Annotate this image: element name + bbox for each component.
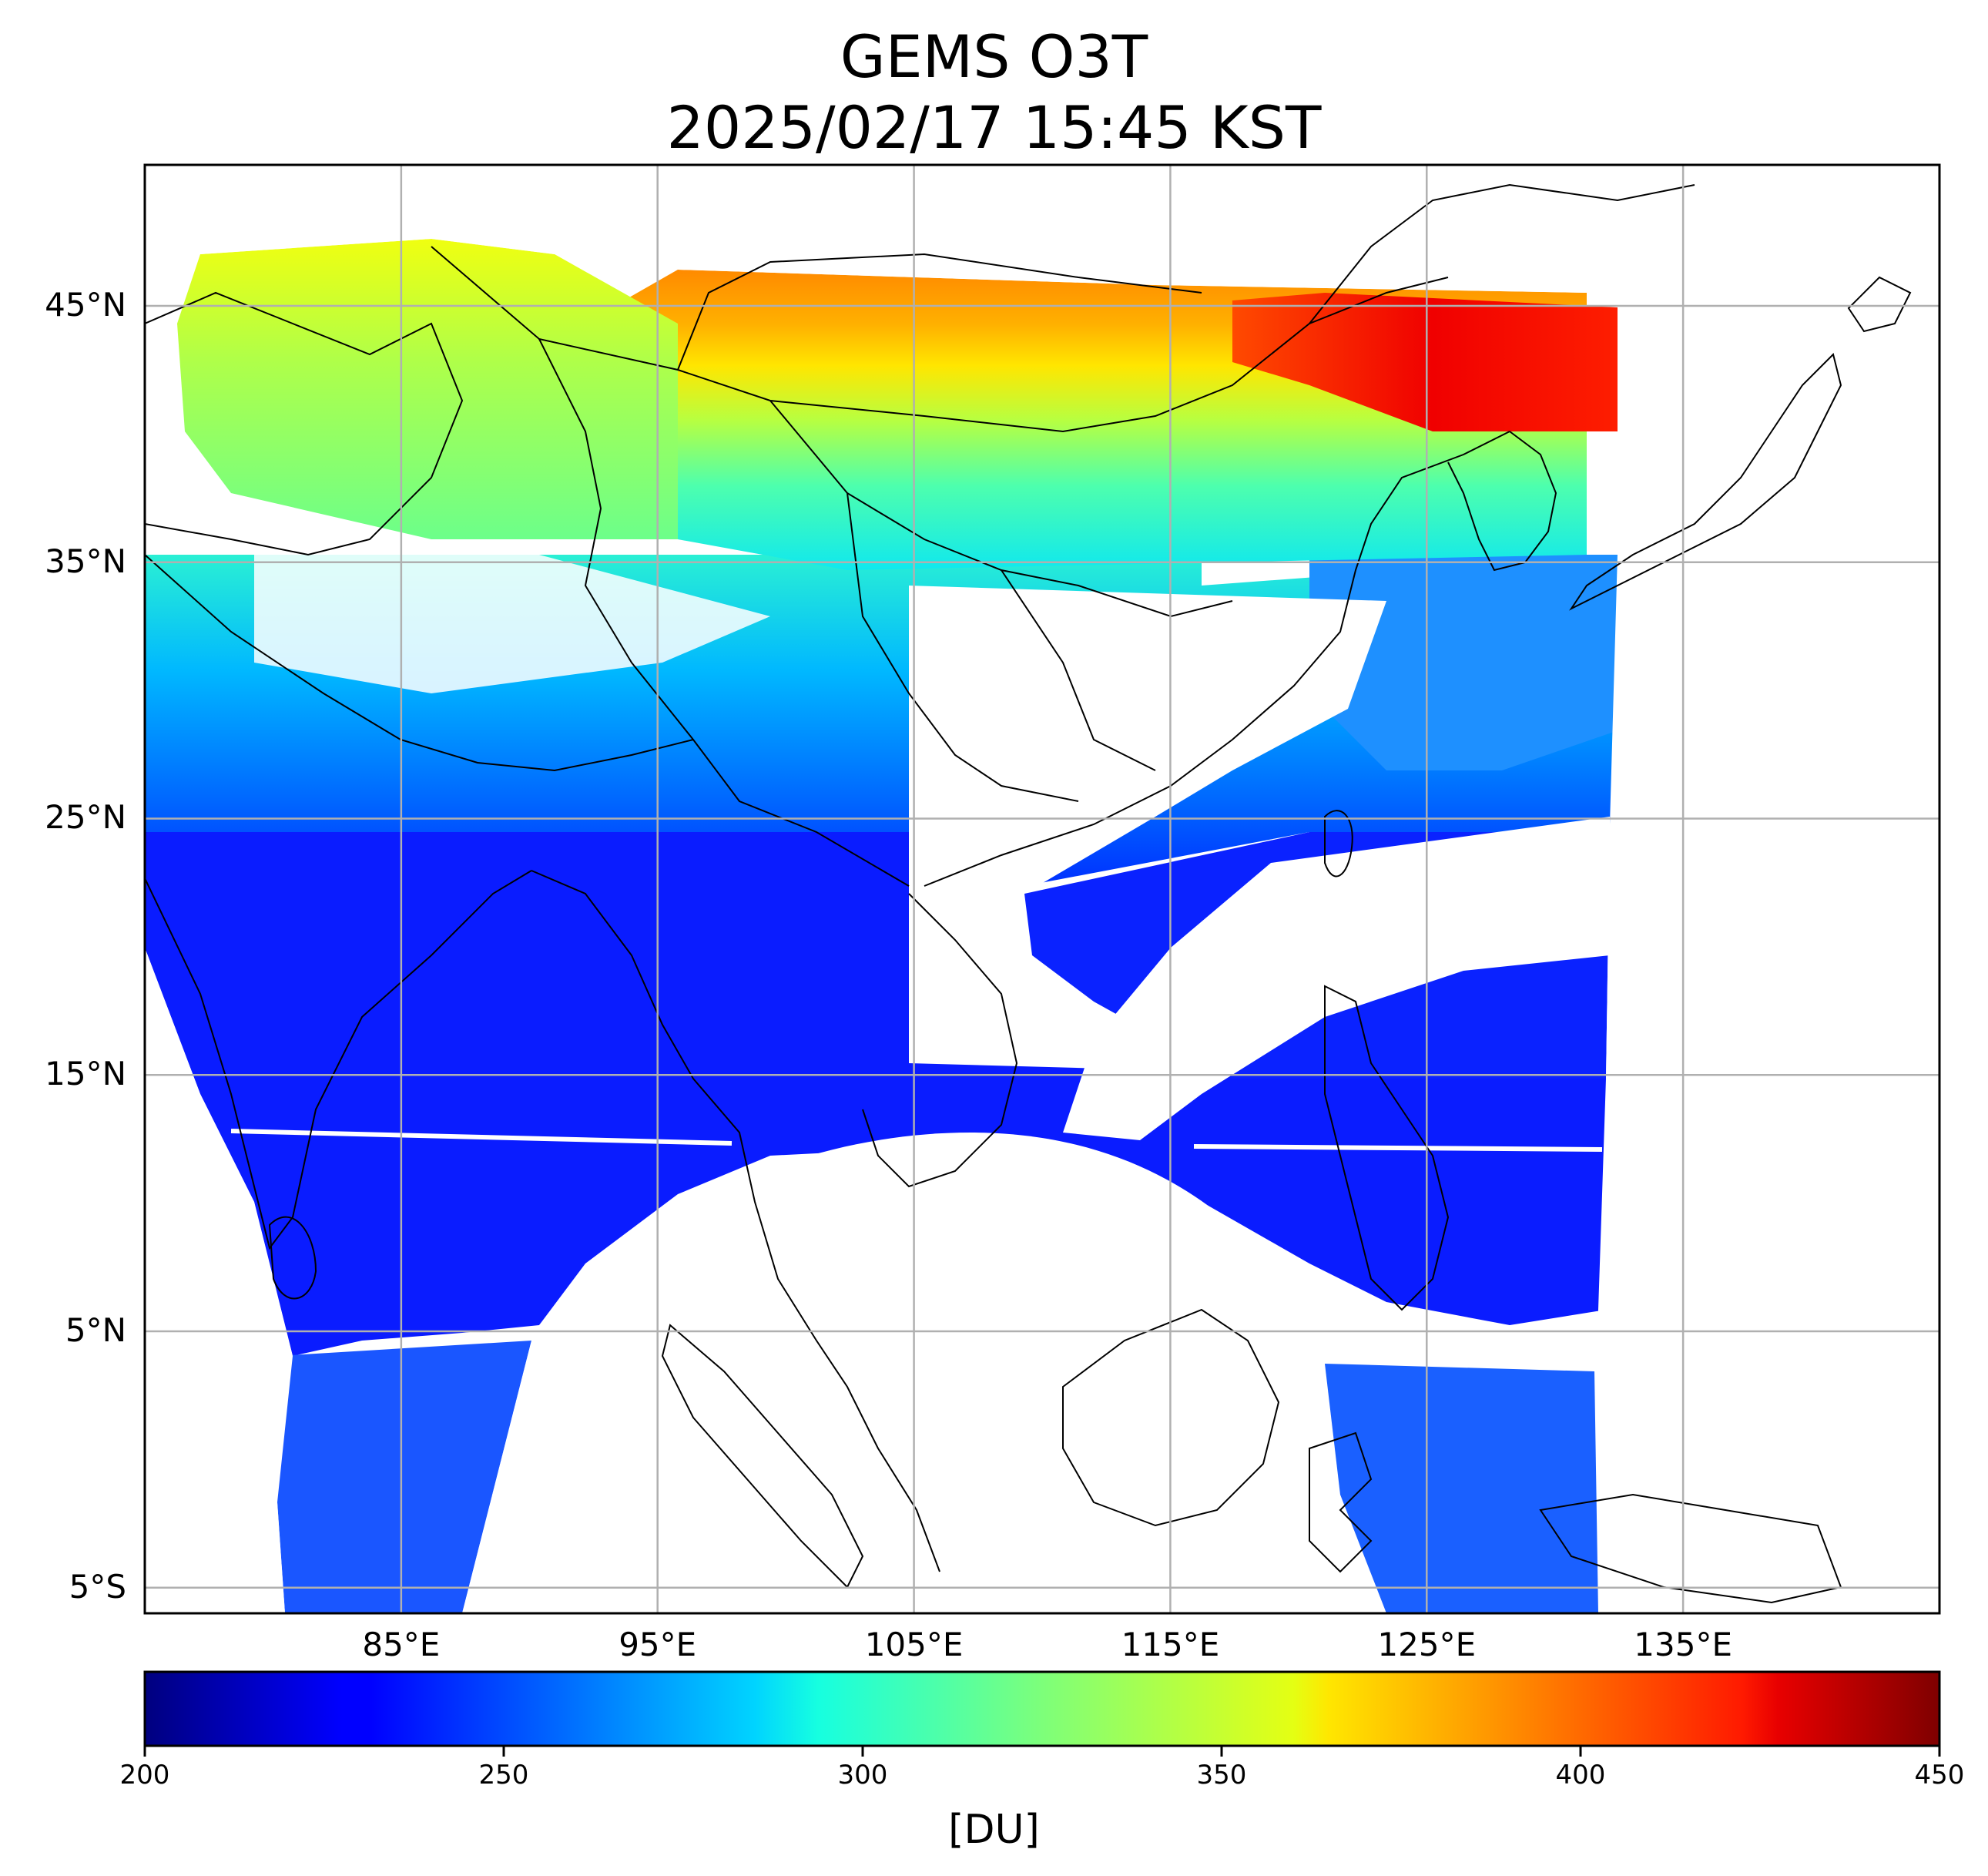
no-data-tibet — [254, 555, 770, 693]
gridlines — [145, 165, 1939, 1613]
coast-japan — [1569, 353, 1842, 611]
no-data-southchina — [909, 586, 1386, 894]
border-inner-4 — [1001, 569, 1156, 771]
lon-tick-label: 105°E — [864, 1626, 964, 1663]
field-north-west — [177, 239, 678, 539]
lat-tick-label: 25°N — [45, 798, 126, 837]
lat-tick-label: 5°N — [65, 1311, 126, 1349]
border-himalaya — [145, 554, 694, 772]
border-inner-1 — [538, 338, 910, 887]
border-inner-3 — [846, 492, 1079, 802]
lon-tick-label: 115°E — [1121, 1626, 1220, 1663]
lat-tick-label: 15°N — [45, 1055, 126, 1093]
colorbar-tick-label: 450 — [1914, 1760, 1965, 1790]
coast-taiwan — [1324, 810, 1353, 878]
coast-philippines — [1324, 985, 1450, 1311]
lon-tick-label: 95°E — [619, 1626, 697, 1663]
colorbar-tick-label: 350 — [1196, 1760, 1247, 1790]
map-title: GEMS O3T 2025/02/17 15:45 KST — [0, 22, 1988, 163]
coast-borneo — [1062, 1308, 1280, 1527]
title-product: GEMS O3T — [840, 22, 1148, 91]
colorbar-tick-label: 200 — [119, 1760, 170, 1790]
coast-indochina — [862, 893, 1018, 1188]
no-data-sw-gap — [462, 1310, 585, 1613]
colorbar-tick-label: 250 — [478, 1760, 529, 1790]
ozone-field — [145, 165, 1939, 1613]
no-data-west-edge — [145, 948, 293, 1613]
colorbar — [143, 1670, 1941, 1747]
lon-tick-label: 135°E — [1634, 1626, 1732, 1663]
colorbar-unit-label: [DU] — [948, 1807, 1040, 1853]
coast-bay-bengal — [531, 870, 940, 1572]
lat-tick-label: 5°S — [69, 1567, 126, 1606]
coast-china — [924, 431, 1510, 887]
border-central-asia — [145, 291, 464, 556]
no-data-east — [1598, 293, 1939, 1613]
coast-srilanka — [268, 1216, 317, 1300]
no-data-south — [462, 1133, 1356, 1613]
field-north-red — [1232, 293, 1633, 431]
colorbar-tick-label: 300 — [837, 1760, 888, 1790]
field-south-east — [1325, 1364, 1598, 1613]
colorbar-tick-label: 400 — [1555, 1760, 1606, 1790]
lat-tick-label: 35°N — [45, 542, 126, 580]
coast-hokkaido — [1847, 276, 1912, 333]
coast-sulawesi — [1309, 1431, 1373, 1573]
border-china-north — [431, 246, 1449, 433]
field-tropics — [145, 832, 1606, 1356]
field-south-west — [277, 1341, 531, 1613]
field-east-asia — [1309, 555, 1618, 770]
lon-tick-label: 125°E — [1377, 1626, 1477, 1663]
scan-line-artifact — [230, 1129, 733, 1146]
no-data-clouds-pacific — [1063, 817, 1610, 1140]
lat-tick-label: 45°N — [45, 286, 126, 324]
no-data-north — [145, 165, 1939, 293]
lon-tick-label: 85°E — [362, 1626, 441, 1663]
plot-frame — [143, 163, 1941, 1615]
coast-india — [145, 870, 532, 1250]
colorbar-ticks — [143, 1746, 1941, 1757]
title-datetime: 2025/02/17 15:45 KST — [666, 93, 1322, 162]
border-russia-east — [1309, 183, 1695, 324]
scan-line-artifact-east — [1193, 1144, 1603, 1152]
